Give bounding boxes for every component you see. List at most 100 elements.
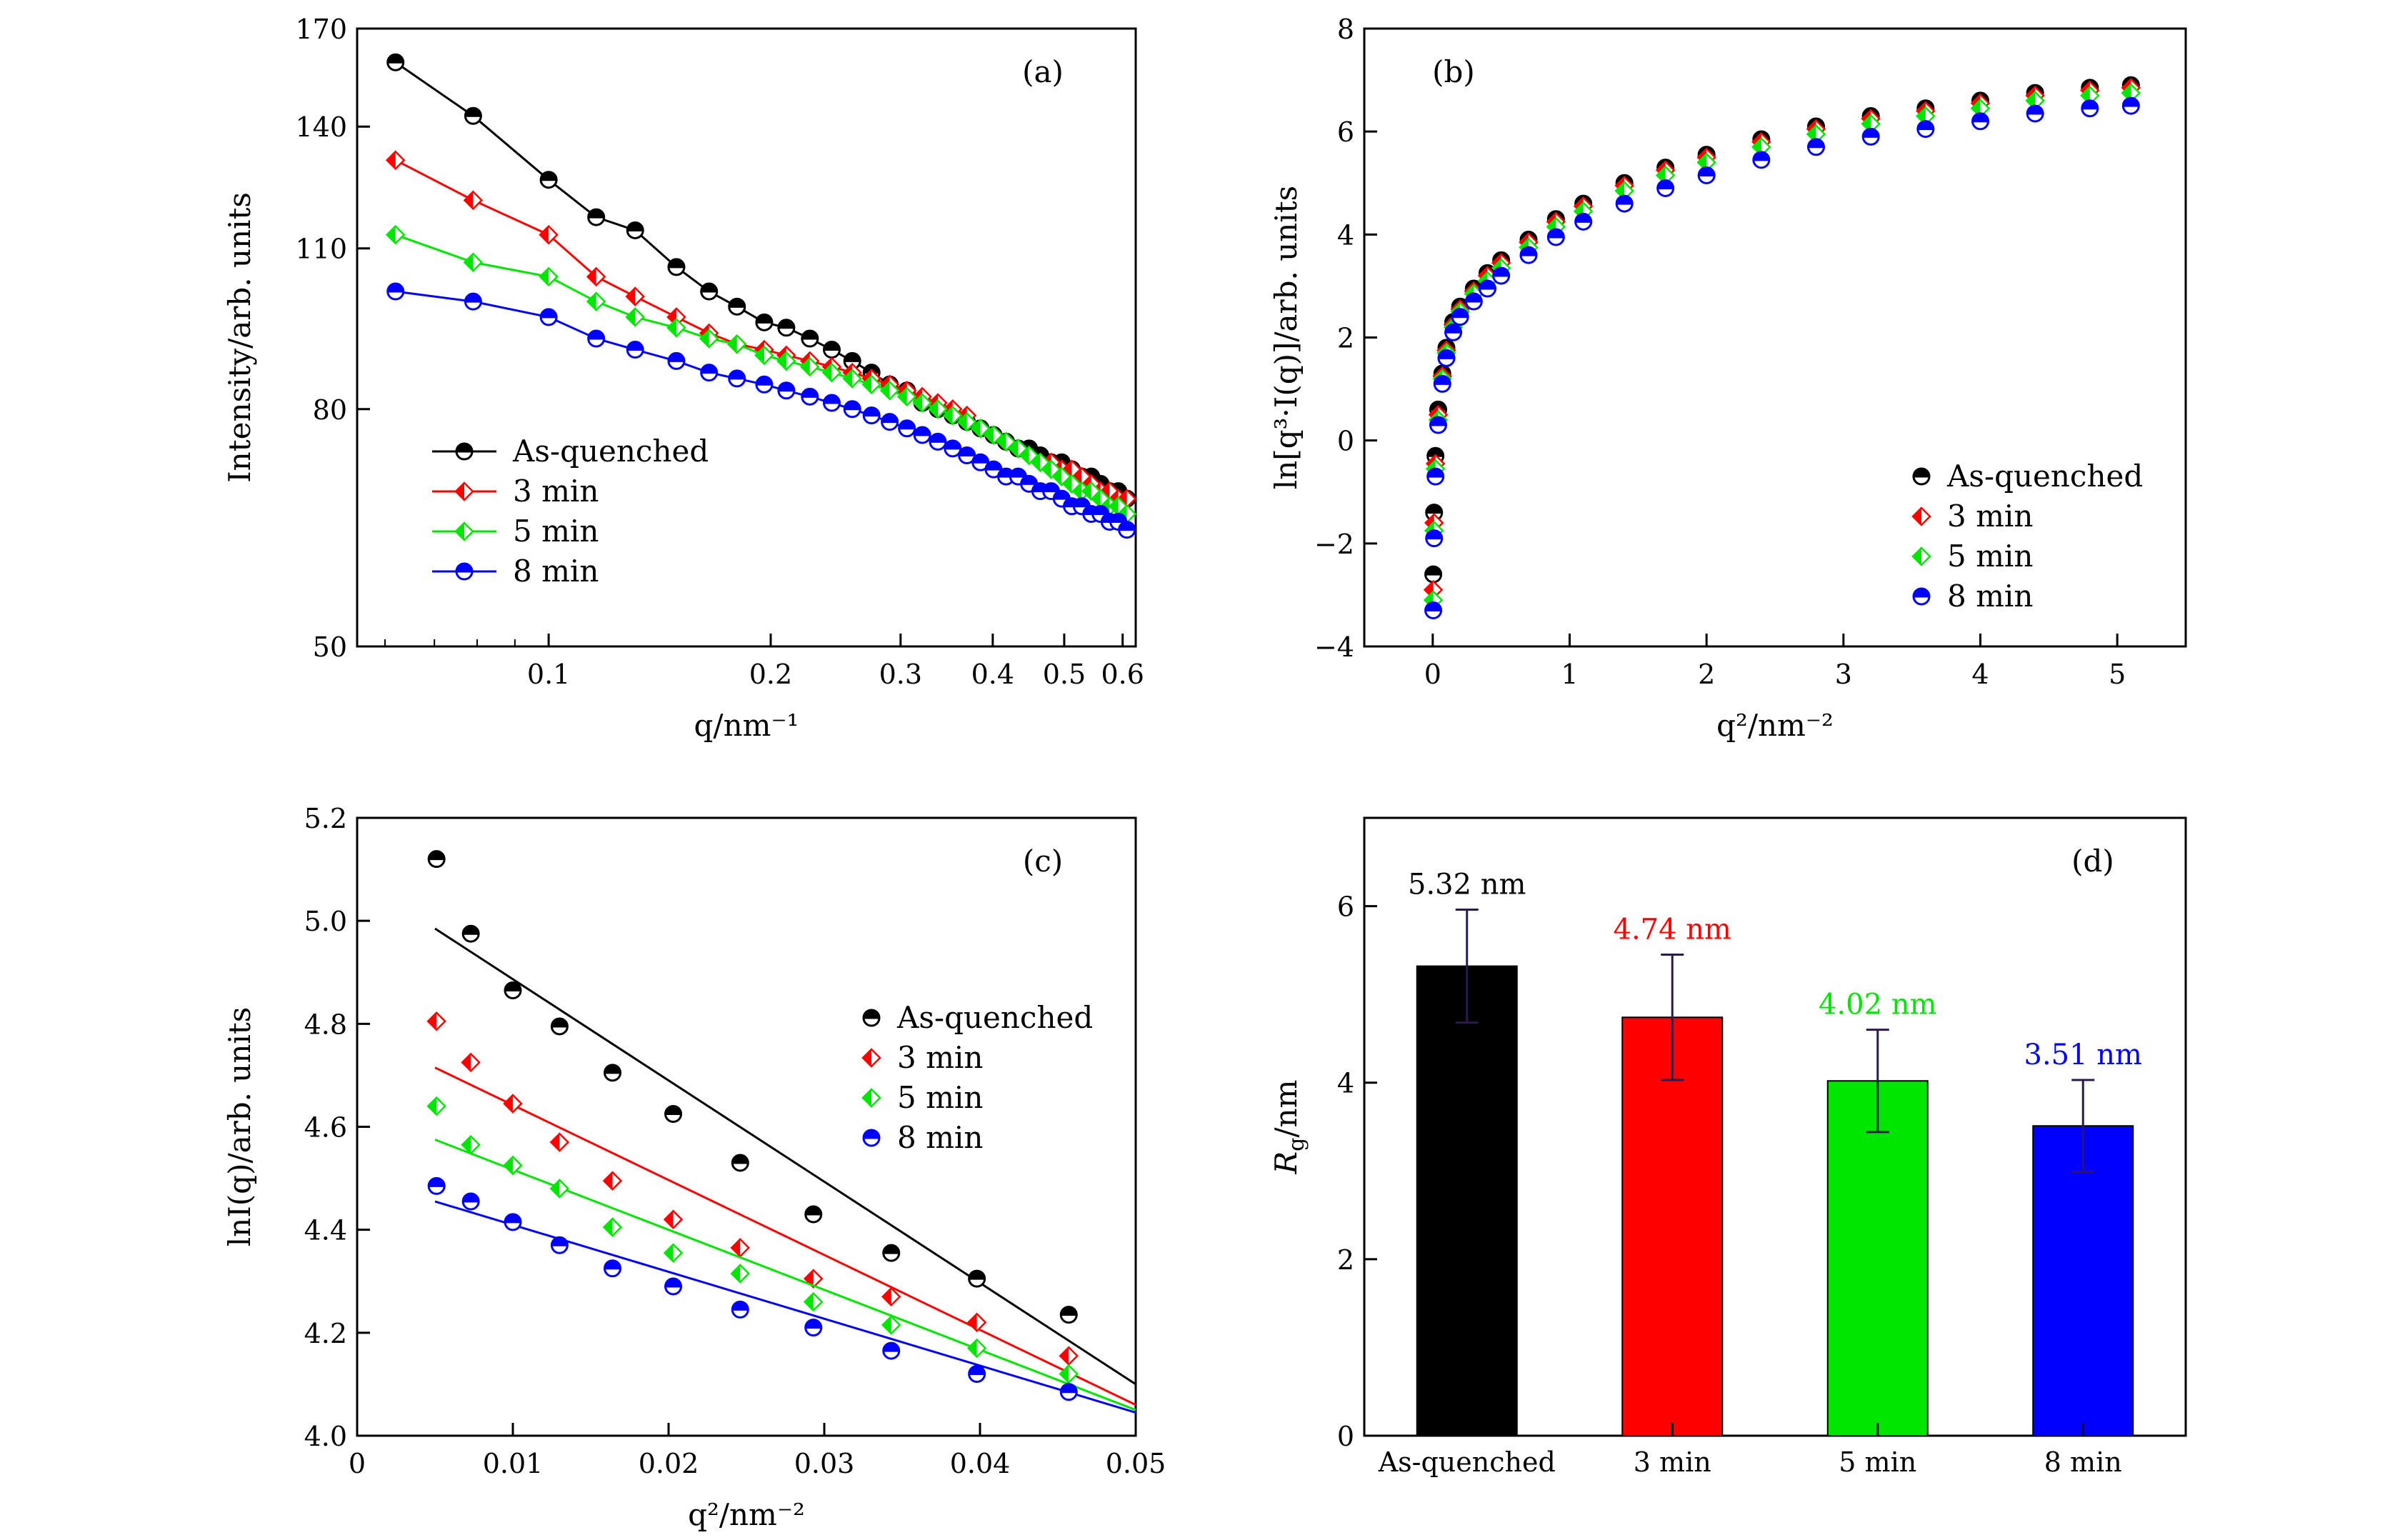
data-point-c-fill: [1060, 1347, 1069, 1365]
data-point-a-fill: [627, 341, 644, 350]
fit-line-c: [434, 1139, 1136, 1411]
legend-entry-b: 3 min: [1911, 499, 2033, 534]
category-label-d: 5 min: [1839, 1446, 1916, 1478]
x-tick-label-a: 0.1: [527, 659, 570, 690]
legend-marker-c-fill: [863, 1089, 871, 1106]
data-point-b-fill: [1425, 566, 1441, 575]
data-point-a-fill: [929, 434, 946, 442]
data-point-a-fill: [387, 284, 404, 292]
data-point-b-fill: [1430, 417, 1446, 426]
data-point-a-fill: [959, 447, 975, 456]
legend-marker-a-fill: [456, 523, 464, 540]
panel-b: 0 1 2 3 4 5 −4 −2 0 2 4 6 8 q²/nm⁻² ln[q³·I(q)]/arb. u…: [1269, 14, 2187, 743]
data-point-a-fill: [844, 369, 853, 387]
x-tick-label-a: 0.6: [1101, 659, 1144, 690]
y-tick-label-d: 6: [1337, 891, 1354, 923]
data-point-c-fill: [504, 1095, 513, 1113]
data-point-a-fill: [1109, 497, 1119, 515]
legend-label-a: 8 min: [513, 554, 599, 589]
data-point-c-fill: [505, 1214, 521, 1222]
y-tick-label-d: 4: [1337, 1068, 1354, 1099]
series-c-3: [427, 1176, 1136, 1414]
data-point-b-fill: [1575, 214, 1591, 222]
data-point-a-fill: [914, 394, 923, 412]
x-tick-label-c: 0: [349, 1448, 366, 1479]
data-point-a-fill: [729, 299, 745, 307]
data-point-b-fill: [1445, 324, 1461, 333]
data-point-a-fill: [844, 401, 861, 409]
bar-value-label-d: 3.51 nm: [2024, 1039, 2142, 1071]
data-point-c-fill: [805, 1319, 821, 1328]
data-point-a-fill: [958, 413, 967, 431]
data-point-b-fill: [1548, 229, 1564, 237]
data-point-a-fill: [701, 284, 717, 292]
data-point-a-fill: [898, 388, 907, 406]
data-point-c-fill: [968, 1314, 977, 1331]
data-point-a-fill: [588, 331, 604, 339]
series-b-3: [1424, 96, 2140, 620]
series-c-1: [426, 1011, 1136, 1406]
legend-marker-b-fill: [1914, 589, 1929, 596]
data-point-b-fill: [1426, 530, 1442, 539]
data-point-a-fill: [971, 419, 981, 437]
data-point-c-fill: [969, 1271, 985, 1279]
data-point-a-fill: [1082, 482, 1091, 500]
data-point-a-fill: [387, 54, 404, 63]
data-point-a-fill: [1091, 490, 1101, 508]
plot-frame-d: [1363, 816, 2187, 1437]
data-point-b-fill: [2123, 98, 2139, 106]
legend-label-c: 5 min: [897, 1080, 983, 1115]
data-point-a-fill: [464, 254, 474, 271]
y-axis-label-a: Intensity/arb. units: [222, 192, 257, 483]
data-point-a-fill: [1063, 461, 1072, 479]
data-point-c-fill: [551, 1018, 568, 1026]
data-point-a-fill: [985, 461, 1001, 470]
data-point-b-fill: [1972, 113, 1989, 121]
series-a-0: [386, 53, 1136, 508]
data-point-a-fill: [824, 395, 840, 404]
data-point-a-fill: [756, 314, 772, 323]
x-tick-label-c: 0.02: [639, 1448, 699, 1479]
y-tick-label-c: 5.2: [304, 803, 347, 834]
data-point-c-fill: [604, 1064, 621, 1073]
data-point-a-fill: [1092, 506, 1109, 514]
data-point-a-fill: [1054, 491, 1070, 499]
data-point-c-fill: [804, 1270, 814, 1288]
data-point-c-fill: [462, 1136, 471, 1154]
data-point-a-fill: [899, 420, 915, 429]
x-tick-label-b: 4: [1971, 659, 1989, 690]
legend-label-b: 8 min: [1947, 579, 2033, 614]
data-point-a-fill: [1101, 482, 1110, 500]
plot-frame-a: [356, 27, 1137, 648]
legend-marker-c-fill: [864, 1130, 879, 1138]
data-point-c-fill: [1061, 1384, 1077, 1392]
data-point-c-fill: [429, 1178, 445, 1186]
y-tick-label-b: 8: [1337, 14, 1354, 45]
legend-label-c: As-quenched: [896, 1000, 1093, 1035]
x-tick-label-a: 0.5: [1043, 659, 1086, 690]
y-tick-label-b: 4: [1337, 219, 1354, 251]
data-point-c-fill: [428, 1012, 437, 1030]
legend-entry-b: As-quenched: [1912, 459, 2143, 494]
bar-value-label-d: 4.74 nm: [1614, 914, 1731, 946]
data-point-c-fill: [805, 1206, 821, 1215]
data-point-a-fill: [778, 382, 794, 391]
data-point-b-fill: [1426, 504, 1442, 513]
data-point-a-fill: [778, 319, 794, 328]
y-axis-label-c: lnI(q)/arb. units: [222, 1007, 257, 1247]
legend-label-c: 8 min: [897, 1120, 983, 1155]
data-point-c-fill: [665, 1278, 681, 1286]
y-tick-label-a: 140: [295, 111, 347, 143]
y-tick-label-c: 4.0: [304, 1421, 347, 1452]
y-tick-label-a: 110: [295, 234, 347, 265]
fit-line-c: [434, 1066, 1136, 1406]
data-point-a-fill: [864, 407, 880, 416]
x-axis-label-c: q²/nm⁻²: [688, 1497, 805, 1532]
data-point-c-fill: [551, 1134, 560, 1151]
data-point-b-fill: [1699, 167, 1715, 176]
data-point-b-fill: [2027, 105, 2044, 114]
data-point-a-fill: [972, 454, 989, 463]
x-tick-label-a: 0.2: [749, 659, 792, 690]
legend-entry-a: 8 min: [432, 554, 599, 589]
data-point-a-fill: [1119, 521, 1135, 530]
